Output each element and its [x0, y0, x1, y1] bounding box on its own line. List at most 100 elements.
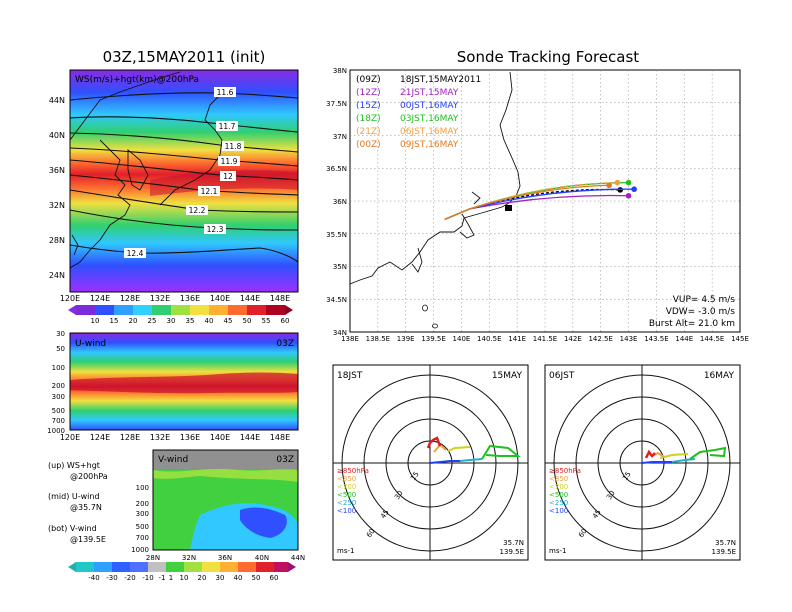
- svg-text:139E: 139E: [397, 335, 415, 343]
- svg-text:<500: <500: [337, 491, 356, 499]
- svg-text:132E: 132E: [150, 433, 170, 442]
- svg-text:12.2: 12.2: [189, 206, 206, 215]
- svg-text:<700: <700: [549, 483, 568, 491]
- izu-island: [422, 304, 428, 312]
- svg-text:@139.5E: @139.5E: [70, 535, 106, 544]
- legend-entry: 00JST,16MAY: [400, 101, 459, 111]
- svg-text:34N: 34N: [333, 329, 347, 337]
- u-wind-label: U-wind: [75, 339, 106, 349]
- hgt-contour-11.7: [69, 116, 299, 133]
- svg-text:20: 20: [129, 317, 138, 325]
- svg-text:10: 10: [91, 317, 100, 325]
- svg-text:10: 10: [180, 574, 189, 582]
- contour-label-12.4: 12.4: [124, 248, 146, 258]
- contour-label-12.3: 12.3: [204, 224, 226, 234]
- legend-entry: (18Z): [356, 114, 381, 124]
- v-wind-top-gray: [153, 450, 298, 470]
- ws-lon-tick: 148E: [270, 294, 290, 303]
- v-wind-time: 03Z: [276, 455, 294, 465]
- sado-island: [471, 191, 481, 205]
- svg-text:<100: <100: [337, 507, 356, 515]
- svg-text:45: 45: [591, 508, 603, 520]
- japan-coastline: [159, 94, 223, 206]
- hodo-trace-100: [641, 461, 672, 464]
- svg-text:40: 40: [205, 317, 214, 325]
- ws-lon-tick: 144E: [240, 294, 260, 303]
- track-panel: 38N 37.5N 37N 36.5N 36N 35.5N 35N 34.5N …: [326, 67, 749, 343]
- svg-text:25: 25: [148, 317, 157, 325]
- landing-point: [625, 179, 632, 186]
- svg-text:12.1: 12.1: [201, 187, 218, 196]
- contour-label-11.9: 11.9: [218, 156, 240, 166]
- svg-text:55: 55: [262, 317, 271, 325]
- svg-text:1000: 1000: [131, 546, 149, 554]
- svg-text:60: 60: [281, 317, 290, 325]
- hgt-contour-11.9: [69, 147, 299, 167]
- svg-text:15: 15: [409, 470, 421, 482]
- svg-text:700: 700: [136, 534, 149, 542]
- svg-text:36.5N: 36.5N: [326, 165, 347, 173]
- hodo-trace-500: [689, 446, 727, 460]
- ws-panel-label: WS(m/s)+hgt(km)@200hPa: [75, 75, 199, 85]
- hgt-contour-12.4: [69, 244, 299, 263]
- hodo-unit: ms-1: [549, 547, 566, 555]
- landing-point: [617, 187, 624, 193]
- taiwan-coastline: [71, 234, 79, 256]
- u-wind-time: 03Z: [276, 339, 294, 349]
- svg-text:32N: 32N: [182, 554, 196, 562]
- legend-entry: 06JST,16MAY: [400, 127, 459, 137]
- svg-text:15: 15: [110, 317, 119, 325]
- svg-text:@200hPa: @200hPa: [70, 472, 108, 481]
- svg-text:200: 200: [52, 382, 65, 390]
- svg-text:60: 60: [577, 527, 589, 539]
- svg-text:124E: 124E: [90, 433, 110, 442]
- svg-text:@35.7N: @35.7N: [70, 503, 102, 512]
- ws-lon-tick: 136E: [180, 294, 200, 303]
- ws-lat-tick: 32N: [49, 201, 65, 210]
- svg-text:35N: 35N: [333, 263, 347, 271]
- svg-text:20: 20: [198, 574, 207, 582]
- svg-text:-20: -20: [124, 574, 135, 582]
- svg-text:11.6: 11.6: [217, 88, 234, 97]
- svg-text:-30: -30: [106, 574, 117, 582]
- track-grid: [350, 70, 740, 332]
- u-wind-jet: [70, 372, 298, 394]
- u-wind-panel: U-wind 03Z 30 50 100 200 300 500 700 100…: [47, 330, 299, 442]
- svg-text:139.5E: 139.5E: [500, 548, 524, 556]
- korea-coastline: [127, 149, 149, 191]
- svg-text:44N: 44N: [291, 554, 305, 562]
- svg-text:11.8: 11.8: [225, 142, 242, 151]
- svg-text:30: 30: [167, 317, 176, 325]
- jet-core: [150, 170, 298, 196]
- svg-text:37N: 37N: [333, 133, 347, 141]
- hodo-trace-100: [429, 460, 460, 464]
- hodograph-left: 18JST 15MAY ≥850hPa <850 <700 <500 <250 …: [332, 364, 529, 561]
- svg-text:128E: 128E: [120, 433, 140, 442]
- svg-text:38N: 38N: [333, 67, 347, 75]
- svg-text:140E: 140E: [453, 335, 471, 343]
- hodo-trace-surface: [644, 449, 656, 459]
- legend-entry: 18JST,15MAY2011: [400, 75, 481, 85]
- svg-text:45: 45: [224, 317, 233, 325]
- svg-text:35.7N: 35.7N: [715, 539, 736, 547]
- hodo-trace-250: [671, 458, 696, 463]
- landing-point: [606, 182, 612, 189]
- svg-text:144.5E: 144.5E: [700, 335, 724, 343]
- legend-entry: 03JST,16MAY: [400, 114, 459, 124]
- svg-text:40: 40: [234, 574, 243, 582]
- ws-panel-frame: [69, 69, 299, 293]
- param-vdw: VDW= -3.0 m/s: [666, 307, 736, 317]
- svg-text:100: 100: [136, 484, 149, 492]
- v-colorbar: -40 -30 -20 -10 -1 1 10 20 30 40 50 60: [68, 562, 296, 582]
- svg-text:138E: 138E: [341, 335, 359, 343]
- contour-label-11.6: 11.6: [214, 87, 236, 97]
- ws-colorbar: 10 15 20 25 30 35 40 45 50 55 60: [68, 305, 293, 325]
- trajectory-line: [444, 184, 610, 220]
- svg-text:(up) WS+hgt: (up) WS+hgt: [48, 461, 100, 470]
- svg-text:100: 100: [52, 364, 65, 372]
- svg-text:136E: 136E: [180, 433, 200, 442]
- legend-entry: (15Z): [356, 101, 381, 111]
- landing-point: [625, 192, 632, 199]
- svg-text:142E: 142E: [564, 335, 582, 343]
- contour-label-11.7: 11.7: [216, 121, 238, 131]
